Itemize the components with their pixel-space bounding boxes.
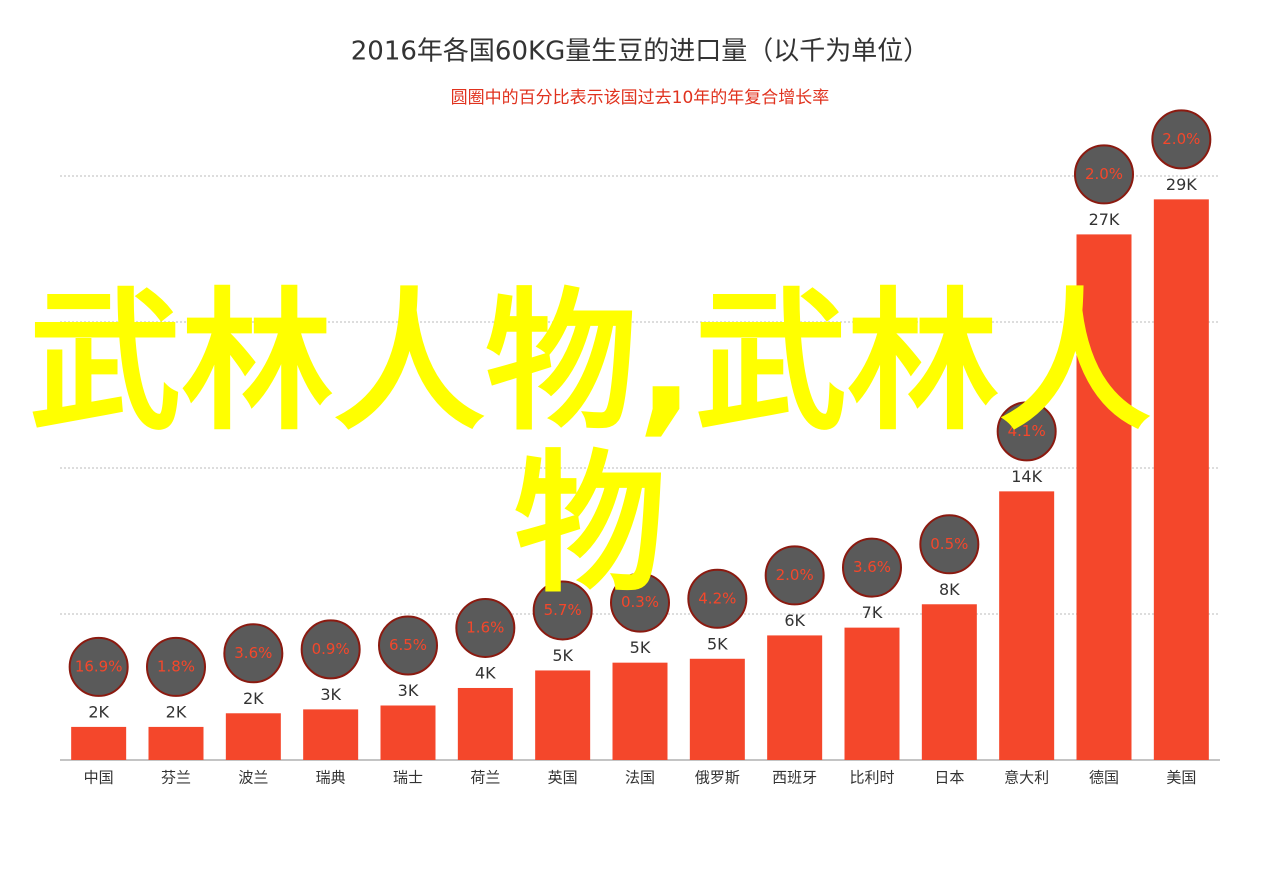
growth-label: 16.9%	[75, 657, 123, 675]
bar	[225, 713, 281, 760]
growth-label: 4.2%	[698, 589, 736, 607]
growth-label: 2.0%	[776, 566, 814, 584]
growth-label: 1.8%	[157, 657, 195, 675]
bar	[689, 658, 745, 760]
bar	[612, 662, 668, 760]
value-label: 3K	[320, 685, 341, 704]
x-tick-label: 瑞士	[393, 769, 423, 787]
value-label: 8K	[939, 580, 960, 599]
x-tick-label: 日本	[934, 769, 964, 787]
growth-label: 0.9%	[312, 640, 350, 658]
bar	[844, 627, 900, 760]
value-label: 3K	[398, 681, 419, 700]
growth-circle	[300, 619, 361, 680]
x-tick-label: 德国	[1089, 769, 1119, 787]
growth-label: 0.3%	[621, 593, 659, 611]
growth-circle	[68, 636, 129, 697]
x-tick-label: 西班牙	[772, 769, 817, 787]
growth-circle	[532, 580, 593, 641]
growth-circle	[919, 514, 980, 575]
value-label: 29K	[1166, 175, 1197, 194]
value-label: 5K	[552, 646, 573, 665]
x-tick-label: 荷兰	[470, 769, 500, 787]
growth-label: 3.6%	[234, 644, 272, 662]
growth-circle	[1151, 109, 1212, 170]
growth-circle	[842, 537, 902, 598]
growth-circle	[223, 623, 284, 684]
value-label: 6K	[784, 611, 805, 630]
growth-label: 4.1%	[1008, 422, 1046, 440]
bar	[1153, 199, 1209, 761]
value-label: 27K	[1089, 210, 1120, 229]
x-tick-label: 瑞典	[316, 769, 346, 787]
growth-label: 2.0%	[1085, 165, 1123, 183]
growth-circle	[455, 597, 516, 658]
bar	[380, 705, 436, 760]
x-tick-label: 法国	[625, 769, 655, 787]
bar	[921, 604, 977, 760]
x-tick-label: 中国	[84, 769, 114, 787]
value-label: 7K	[862, 603, 883, 622]
growth-circle	[610, 572, 670, 633]
x-tick-label: 美国	[1166, 769, 1196, 787]
bar	[71, 726, 127, 760]
bar	[148, 726, 204, 760]
value-label: 14K	[1011, 467, 1042, 486]
bar	[457, 687, 513, 760]
growth-label: 5.7%	[544, 601, 582, 619]
growth-circle	[996, 401, 1057, 462]
growth-label: 1.6%	[466, 618, 504, 636]
growth-circle	[378, 615, 438, 676]
value-label: 5K	[707, 634, 728, 653]
x-tick-label: 俄罗斯	[695, 769, 740, 787]
growth-label: 0.5%	[930, 535, 968, 553]
bar	[1076, 234, 1132, 760]
x-tick-label: 芬兰	[161, 769, 191, 787]
overlay-text: 武林人物,武林人物	[29, 274, 1151, 613]
value-label: 5K	[630, 638, 651, 657]
bar	[999, 491, 1055, 760]
growth-circle	[1074, 144, 1134, 205]
value-label: 2K	[166, 702, 187, 721]
growth-circle	[764, 545, 825, 606]
x-tick-label: 英国	[548, 769, 578, 787]
value-label: 2K	[88, 702, 109, 721]
bar	[767, 635, 823, 760]
value-label: 2K	[243, 689, 264, 708]
x-tick-label: 比利时	[849, 769, 894, 787]
growth-circle	[146, 636, 206, 697]
bar	[303, 709, 359, 760]
chart-subtitle: 圆圈中的百分比表示该国过去10年的年复合增长率	[451, 88, 830, 108]
growth-label: 6.5%	[389, 636, 427, 654]
value-label: 4K	[475, 663, 496, 682]
bar	[535, 670, 591, 760]
growth-label: 2.0%	[1162, 130, 1200, 148]
growth-circle	[687, 568, 748, 629]
x-tick-label: 波兰	[238, 769, 268, 787]
growth-label: 3.6%	[853, 558, 891, 576]
x-tick-label: 意大利	[1004, 769, 1049, 787]
chart-title: 2016年各国60KG量生豆的进口量（以千为单位）	[351, 37, 929, 67]
